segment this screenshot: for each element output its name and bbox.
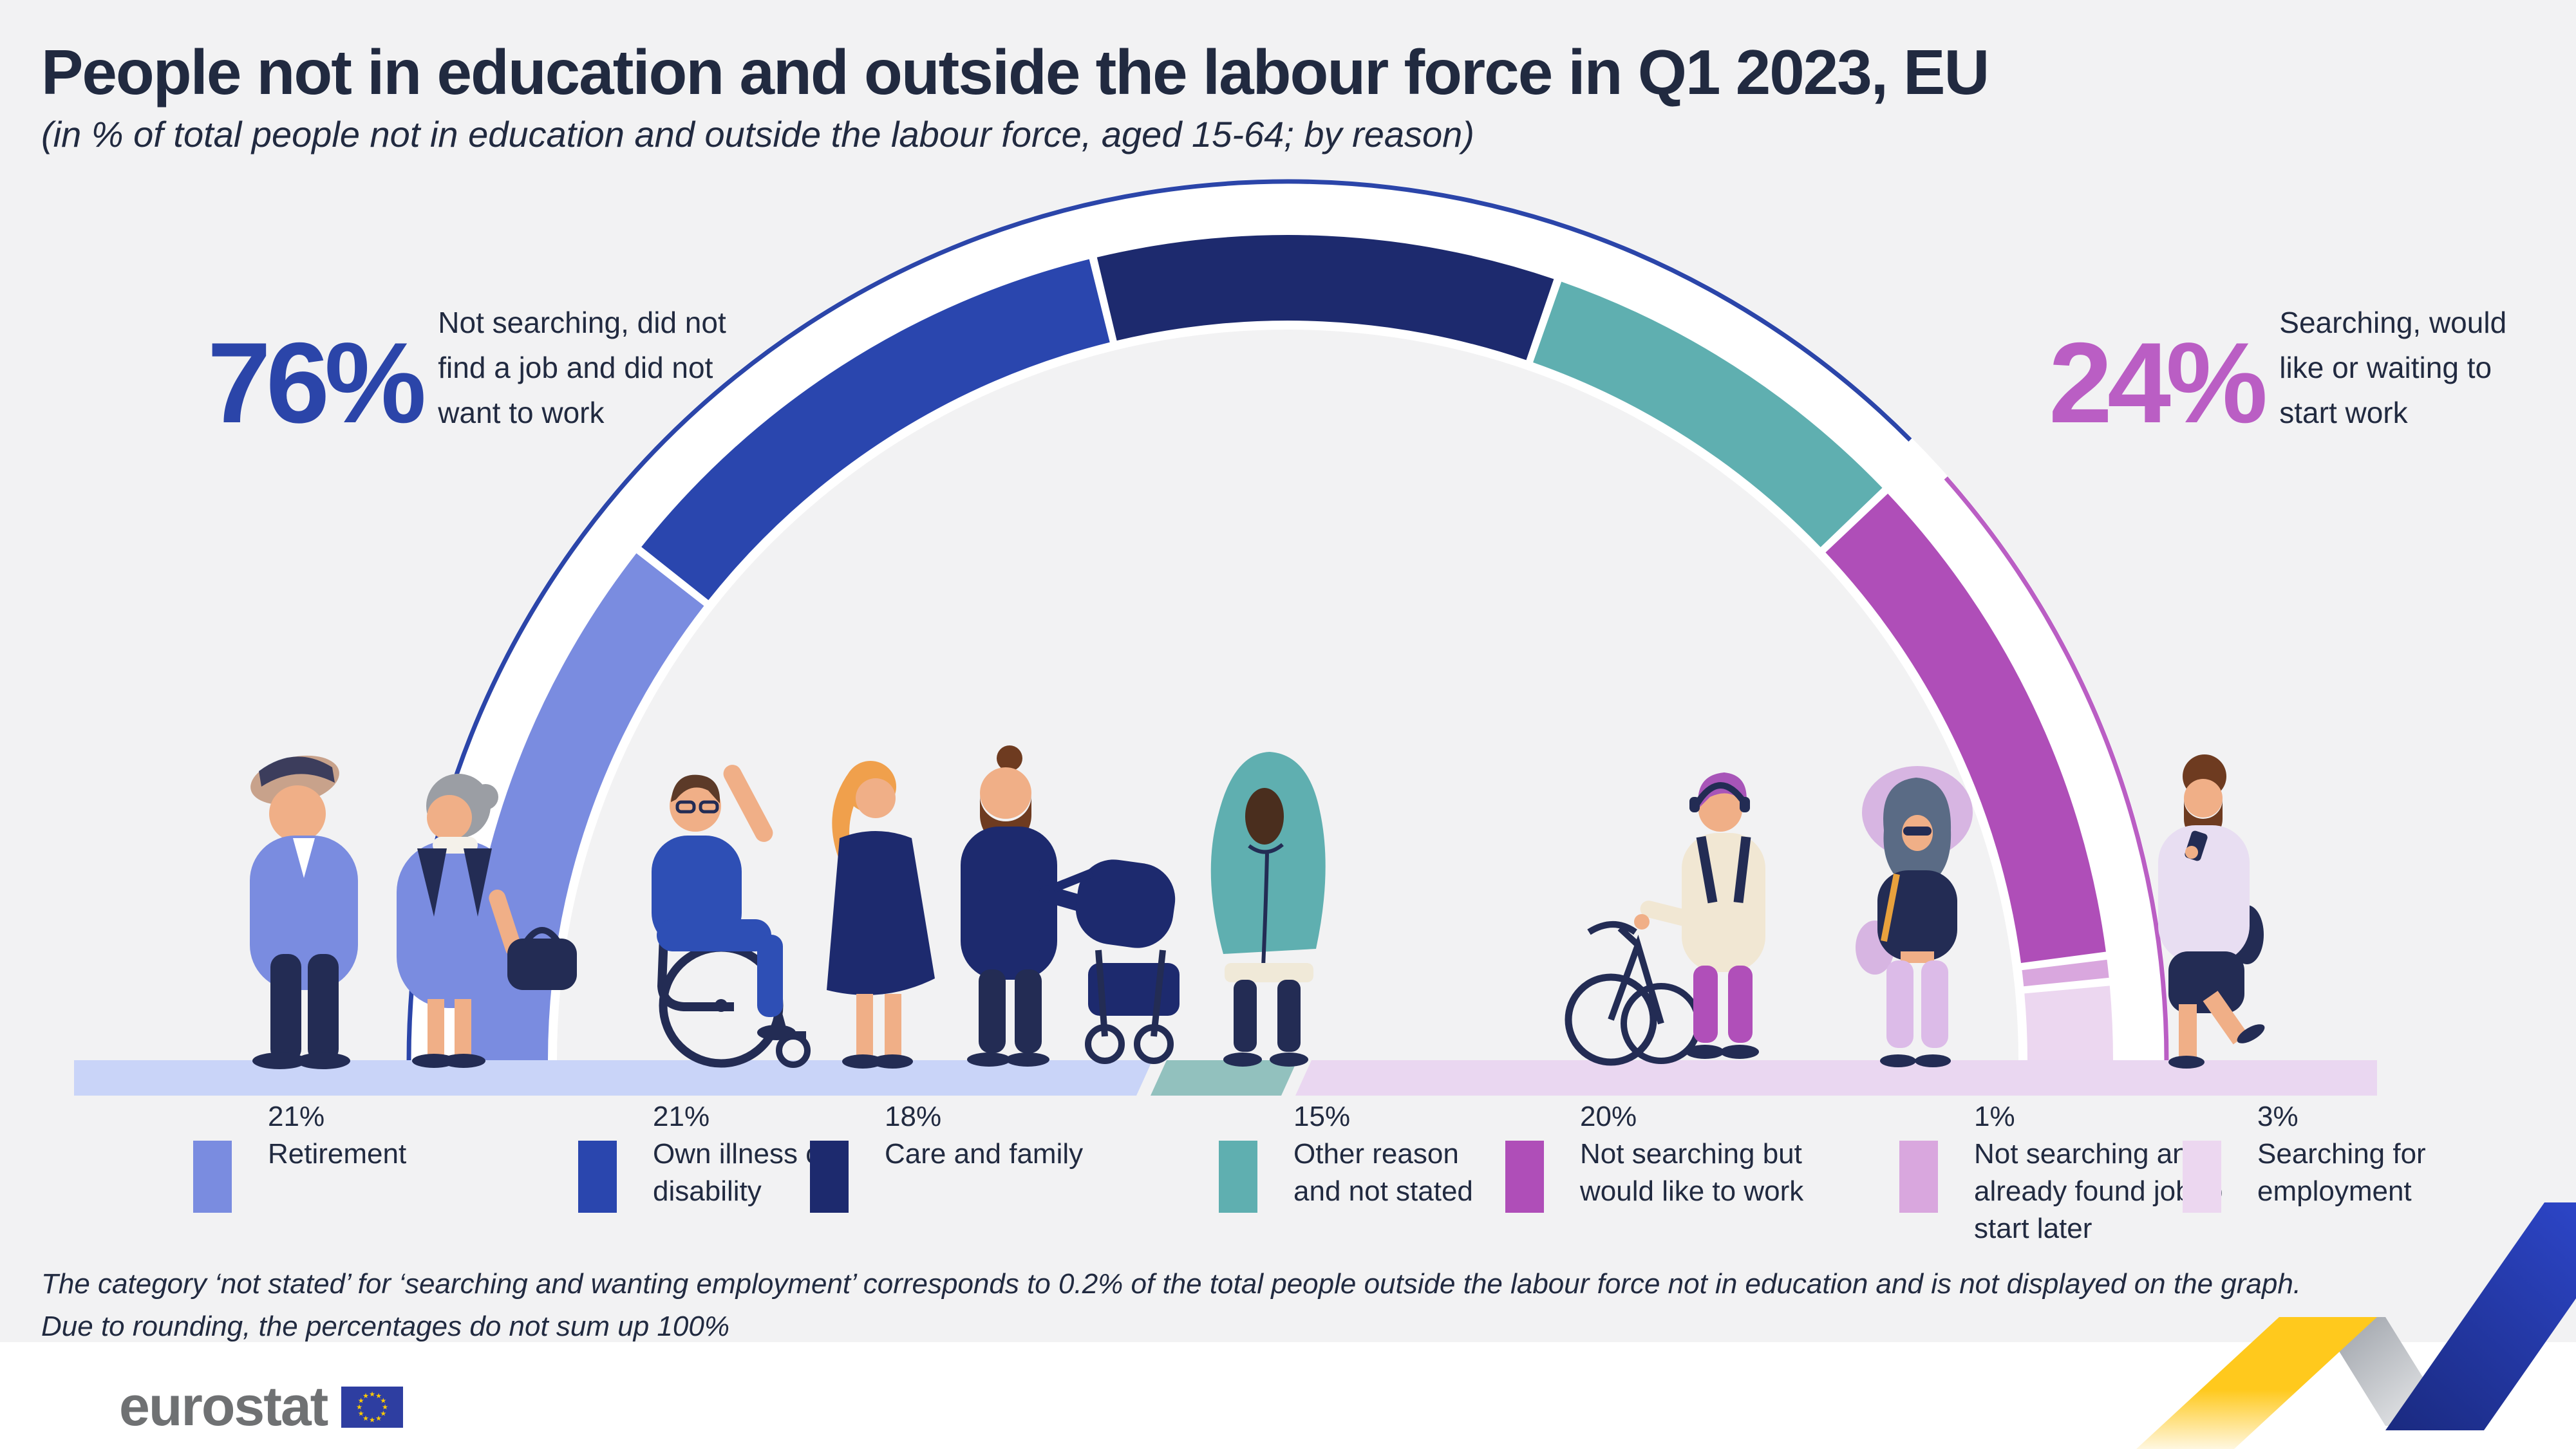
legend-label-4: Other reason and not stated bbox=[1293, 1138, 1473, 1207]
eu-star: ★ bbox=[362, 1392, 369, 1400]
legend-item-5: 20% Not searching but would like to work bbox=[1505, 1094, 1803, 1213]
legend-value-3: 18% bbox=[885, 1101, 942, 1132]
eu-star: ★ bbox=[382, 1403, 388, 1411]
legend-text-2: 21% Own illness or disability bbox=[653, 1094, 831, 1210]
legend-swatch-4 bbox=[1219, 1141, 1257, 1213]
arc-segment-1 bbox=[462, 553, 704, 1060]
legend-text-3: 18% Care and family bbox=[885, 1094, 1083, 1173]
eu-star: ★ bbox=[369, 1390, 375, 1398]
arc-segment-2 bbox=[641, 259, 1110, 601]
left-group-value: 76% bbox=[207, 319, 426, 447]
eurostat-logo: eurostat ★ ★ ★ ★ ★ ★ ★ ★ ★ ★ ★ ★ bbox=[119, 1375, 404, 1439]
right-group-label: Searching, would like or waiting to star… bbox=[2279, 306, 2507, 429]
arc-segment-4 bbox=[1533, 281, 1883, 547]
illustration-phone-man bbox=[2158, 754, 2265, 1069]
legend-swatch-3 bbox=[810, 1141, 849, 1213]
ribbon-blue bbox=[2385, 1202, 2576, 1430]
outline-arc-left bbox=[406, 179, 1912, 1061]
legend-label-3: Care and family bbox=[885, 1138, 1084, 1170]
legend-value-2: 21% bbox=[653, 1101, 710, 1132]
gauge-arc bbox=[406, 179, 2169, 1060]
illustration-retirement-couple bbox=[250, 755, 577, 1069]
arc-segment-6 bbox=[2022, 959, 2109, 987]
arc-segment-7 bbox=[2024, 986, 2113, 1060]
legend-label-5: Not searching but would like to work bbox=[1580, 1138, 1804, 1207]
legend-swatch-6 bbox=[1899, 1141, 1938, 1213]
legend-label-1: Retirement bbox=[268, 1138, 407, 1170]
illustration-hoodie-person bbox=[1210, 752, 1326, 1067]
illustration-family-stroller bbox=[827, 745, 1180, 1069]
illustration-wheelchair-person bbox=[652, 765, 811, 1068]
summary-left: 76% Not searching, did not find a job an… bbox=[207, 296, 726, 440]
eu-star: ★ bbox=[375, 1414, 382, 1422]
baseline-strip-2 bbox=[1151, 1060, 1297, 1096]
legend-value-1: 21% bbox=[268, 1101, 325, 1132]
footnote-line-1: The category ‘not stated’ for ‘searching… bbox=[41, 1268, 2302, 1300]
eu-star: ★ bbox=[358, 1410, 364, 1417]
baseline-strip-3 bbox=[1295, 1060, 2377, 1096]
page-title: People not in education and outside the … bbox=[41, 37, 1989, 108]
eu-flag-icon: ★ ★★★★★★★★★★★ bbox=[341, 1386, 404, 1428]
outline-arc-right bbox=[1944, 476, 2169, 1061]
eu-star: ★ bbox=[375, 1392, 382, 1400]
arc-segment-3 bbox=[1096, 235, 1554, 360]
baseline-strip-1 bbox=[74, 1060, 1152, 1096]
people-illustrations bbox=[250, 745, 2265, 1069]
legend-label-7: Searching for employment bbox=[2257, 1138, 2426, 1207]
illustration-bicycle-person bbox=[1565, 772, 1765, 1066]
page-subtitle: (in % of total people not in education a… bbox=[41, 114, 1474, 154]
eu-star: ★ bbox=[381, 1397, 387, 1405]
eu-star: ★ bbox=[369, 1416, 375, 1424]
legend-swatch-5 bbox=[1505, 1141, 1544, 1213]
summary-right: 24% Searching, would like or waiting to … bbox=[2049, 296, 2506, 440]
baseline-strips bbox=[74, 1060, 2377, 1096]
illustration-hat-woman bbox=[1856, 766, 1973, 1067]
legend-value-7: 3% bbox=[2257, 1101, 2299, 1132]
legend-label-2: Own illness or disability bbox=[653, 1138, 831, 1207]
eu-star: ★ bbox=[362, 1414, 369, 1422]
arc-segment-5 bbox=[1825, 493, 2106, 963]
legend-item-3: 18% Care and family bbox=[810, 1094, 1083, 1213]
legend-value-5: 20% bbox=[1580, 1101, 1637, 1132]
ribbon-yellow bbox=[2136, 1317, 2377, 1449]
right-group-value: 24% bbox=[2049, 319, 2268, 447]
legend-item-1: 21% Retirement bbox=[193, 1094, 406, 1213]
eu-star: ★ bbox=[356, 1403, 362, 1411]
legend-text-5: 20% Not searching but would like to work bbox=[1580, 1094, 1803, 1210]
legend-item-2: 21% Own illness or disability bbox=[578, 1094, 831, 1213]
eurostat-logo-text: eurostat bbox=[119, 1376, 328, 1437]
legend-swatch-7 bbox=[2183, 1141, 2221, 1213]
legend-swatch-2 bbox=[578, 1141, 617, 1213]
legend-text-7: 3% Searching for employment bbox=[2257, 1094, 2426, 1210]
legend-value-6: 1% bbox=[1974, 1101, 2015, 1132]
footer-band-white bbox=[0, 1342, 2576, 1449]
legend-text-4: 15% Other reason and not stated bbox=[1293, 1094, 1473, 1210]
legend-item-6: 1%Not searching and already found job to… bbox=[1899, 1094, 2223, 1248]
footnote: The category ‘not stated’ for ‘searching… bbox=[41, 1263, 2301, 1348]
legend-item-7: 3% Searching for employment bbox=[2183, 1094, 2426, 1213]
legend-item-4: 15% Other reason and not stated bbox=[1219, 1094, 1473, 1213]
corner-ribbon-decoration bbox=[2136, 1202, 2576, 1449]
eu-star: ★ bbox=[358, 1397, 364, 1405]
footnote-line-2: Due to rounding, the percentages do not … bbox=[41, 1311, 729, 1342]
legend-text-1: 21% Retirement bbox=[268, 1094, 406, 1173]
legend-value-4: 15% bbox=[1293, 1101, 1351, 1132]
gauge-outline-arc bbox=[406, 179, 2169, 1061]
eu-star: ★ bbox=[381, 1410, 387, 1417]
legend-swatch-1 bbox=[193, 1141, 232, 1213]
left-group-label: Not searching, did not find a job and di… bbox=[438, 306, 726, 429]
